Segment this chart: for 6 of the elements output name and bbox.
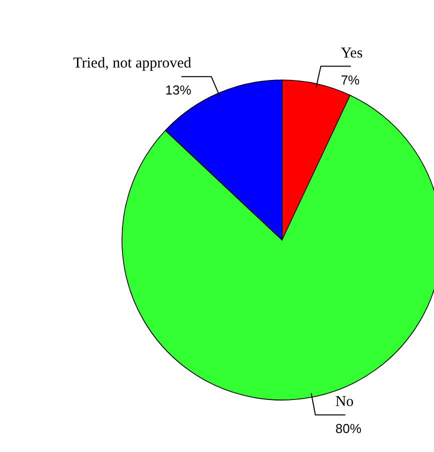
data-label: 13% [165,82,192,98]
slice-label: Yes [340,45,363,62]
slice-label: Tried, not approved [73,56,192,72]
slice-label: No [335,394,354,410]
data-label: 80% [335,420,362,436]
data-label: 7% [340,72,360,88]
